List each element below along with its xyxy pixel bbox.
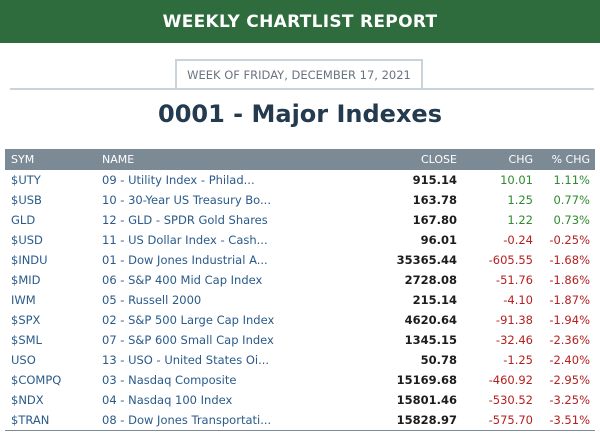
symbol-link[interactable]: $MID <box>11 273 41 287</box>
close-value: 215.14 <box>412 293 457 307</box>
change-value: 10.01 <box>500 173 533 187</box>
close-value: 167.80 <box>412 213 457 227</box>
table-row[interactable]: $USD 11 - US Dollar Index - Cash... 96.01 -… <box>5 230 595 250</box>
table-row[interactable]: $SML 07 - S&P 600 Small Cap Index 1345.15 -… <box>5 330 595 350</box>
symbol-link[interactable]: USO <box>11 353 36 367</box>
close-value: 163.78 <box>412 193 457 207</box>
symbol-link[interactable]: $TRAN <box>11 413 50 427</box>
table-row[interactable]: GLD 12 - GLD - SPDR Gold Shares 167.80 1.22… <box>5 210 595 230</box>
name-link[interactable]: 02 - S&P 500 Large Cap Index <box>102 313 275 327</box>
percent-change-value: 1.11% <box>553 173 590 187</box>
percent-change-value: 0.77% <box>553 193 590 207</box>
column-header-chg[interactable]: CHG <box>508 153 533 166</box>
close-value: 35365.44 <box>396 253 457 267</box>
table-row[interactable]: $UTY 09 - Utility Index - Philad... 915.14… <box>5 170 595 190</box>
symbol-link[interactable]: GLD <box>11 213 36 227</box>
change-value: 1.22 <box>507 213 533 227</box>
page-title: 0001 - Major Indexes <box>158 100 442 128</box>
percent-change-value: -1.86% <box>549 273 590 287</box>
table-row[interactable]: $MID 06 - S&P 400 Mid Cap Index 2728.08 -51… <box>5 270 595 290</box>
name-link[interactable]: 04 - Nasdaq 100 Index <box>102 393 233 407</box>
name-link[interactable]: 11 - US Dollar Index - Cash... <box>102 233 268 247</box>
symbol-link[interactable]: $SPX <box>11 313 41 327</box>
table-row[interactable]: USO 13 - USO - United States Oi... 50.78 -1… <box>5 350 595 370</box>
table-row[interactable]: $TRAN 08 - Dow Jones Transportati... 15828… <box>5 410 595 431</box>
change-value: -91.38 <box>495 313 533 327</box>
percent-change-value: -1.94% <box>549 313 590 327</box>
symbol-link[interactable]: $SML <box>11 333 42 347</box>
close-value: 1345.15 <box>404 333 457 347</box>
close-value: 15169.68 <box>396 373 457 387</box>
close-value: 15828.97 <box>396 413 457 427</box>
percent-change-value: -2.36% <box>549 333 590 347</box>
name-link[interactable]: 13 - USO - United States Oi... <box>102 353 270 367</box>
change-value: -32.46 <box>495 333 533 347</box>
change-value: 1.25 <box>507 193 533 207</box>
table-row[interactable]: $SPX 02 - S&P 500 Large Cap Index 4620.64 -… <box>5 310 595 330</box>
report-banner: WEEKLY CHARTLIST REPORT <box>0 0 600 43</box>
table-row[interactable]: $INDU 01 - Dow Jones Industrial A... 35365… <box>5 250 595 270</box>
percent-change-value: -1.68% <box>549 253 590 267</box>
close-value: 96.01 <box>420 233 457 247</box>
table-row[interactable]: $COMPQ 03 - Nasdaq Composite 15169.68 -460.… <box>5 370 595 390</box>
column-header-close[interactable]: CLOSE <box>420 153 457 166</box>
symbol-link[interactable]: $COMPQ <box>11 373 62 387</box>
name-link[interactable]: 09 - Utility Index - Philad... <box>102 173 255 187</box>
column-header-sym[interactable]: SYM <box>11 153 35 166</box>
change-value: -51.76 <box>495 273 533 287</box>
symbol-link[interactable]: $USD <box>11 233 43 247</box>
percent-change-value: -2.40% <box>549 353 590 367</box>
symbol-link[interactable]: $INDU <box>11 253 48 267</box>
close-value: 15801.46 <box>396 393 457 407</box>
name-link[interactable]: 03 - Nasdaq Composite <box>102 373 237 387</box>
percent-change-value: -2.95% <box>549 373 590 387</box>
name-link[interactable]: 01 - Dow Jones Industrial A... <box>102 253 268 267</box>
percent-change-value: -0.25% <box>549 233 590 247</box>
percent-change-value: -3.51% <box>549 413 590 427</box>
change-value: -460.92 <box>488 373 533 387</box>
name-link[interactable]: 12 - GLD - SPDR Gold Shares <box>102 213 268 227</box>
change-value: -530.52 <box>488 393 533 407</box>
symbol-link[interactable]: $USB <box>11 193 42 207</box>
close-value: 2728.08 <box>404 273 457 287</box>
table-row[interactable]: $NDX 04 - Nasdaq 100 Index 15801.46 -530.52… <box>5 390 595 410</box>
name-link[interactable]: 10 - 30-Year US Treasury Bo... <box>102 193 271 207</box>
divider-line <box>10 88 594 90</box>
column-header-name[interactable]: NAME <box>102 153 135 166</box>
close-value: 915.14 <box>412 173 457 187</box>
symbol-link[interactable]: IWM <box>11 293 36 307</box>
change-value: -1.25 <box>503 353 533 367</box>
close-value: 50.78 <box>420 353 457 367</box>
week-label: WEEK OF FRIDAY, DECEMBER 17, 2021 <box>187 67 411 82</box>
percent-change-value: 0.73% <box>553 213 590 227</box>
change-value: -0.24 <box>503 233 533 247</box>
symbol-link[interactable]: $UTY <box>11 173 41 187</box>
symbol-link[interactable]: $NDX <box>11 393 44 407</box>
name-link[interactable]: 06 - S&P 400 Mid Cap Index <box>102 273 263 287</box>
close-value: 4620.64 <box>404 313 457 327</box>
table-header-row: SYM NAME CLOSE CHG % CHG <box>5 149 595 170</box>
name-link[interactable]: 05 - Russell 2000 <box>102 293 202 307</box>
name-link[interactable]: 08 - Dow Jones Transportati... <box>102 413 272 427</box>
chartlist-table: SYM NAME CLOSE CHG % CHG $UTY 09 - Utilit… <box>5 149 595 431</box>
change-value: -575.70 <box>488 413 533 427</box>
report-title: WEEKLY CHARTLIST REPORT <box>162 11 438 32</box>
name-link[interactable]: 07 - S&P 600 Small Cap Index <box>102 333 274 347</box>
percent-change-value: -3.25% <box>549 393 590 407</box>
week-label-box: WEEK OF FRIDAY, DECEMBER 17, 2021 <box>175 59 423 88</box>
percent-change-value: -1.87% <box>549 293 590 307</box>
change-value: -4.10 <box>503 293 533 307</box>
column-header-pct-chg[interactable]: % CHG <box>551 153 590 166</box>
table-row[interactable]: IWM 05 - Russell 2000 215.14 -4.10 -1.87% <box>5 290 595 310</box>
table-row[interactable]: $USB 10 - 30-Year US Treasury Bo... 163.78… <box>5 190 595 210</box>
change-value: -605.55 <box>488 253 533 267</box>
